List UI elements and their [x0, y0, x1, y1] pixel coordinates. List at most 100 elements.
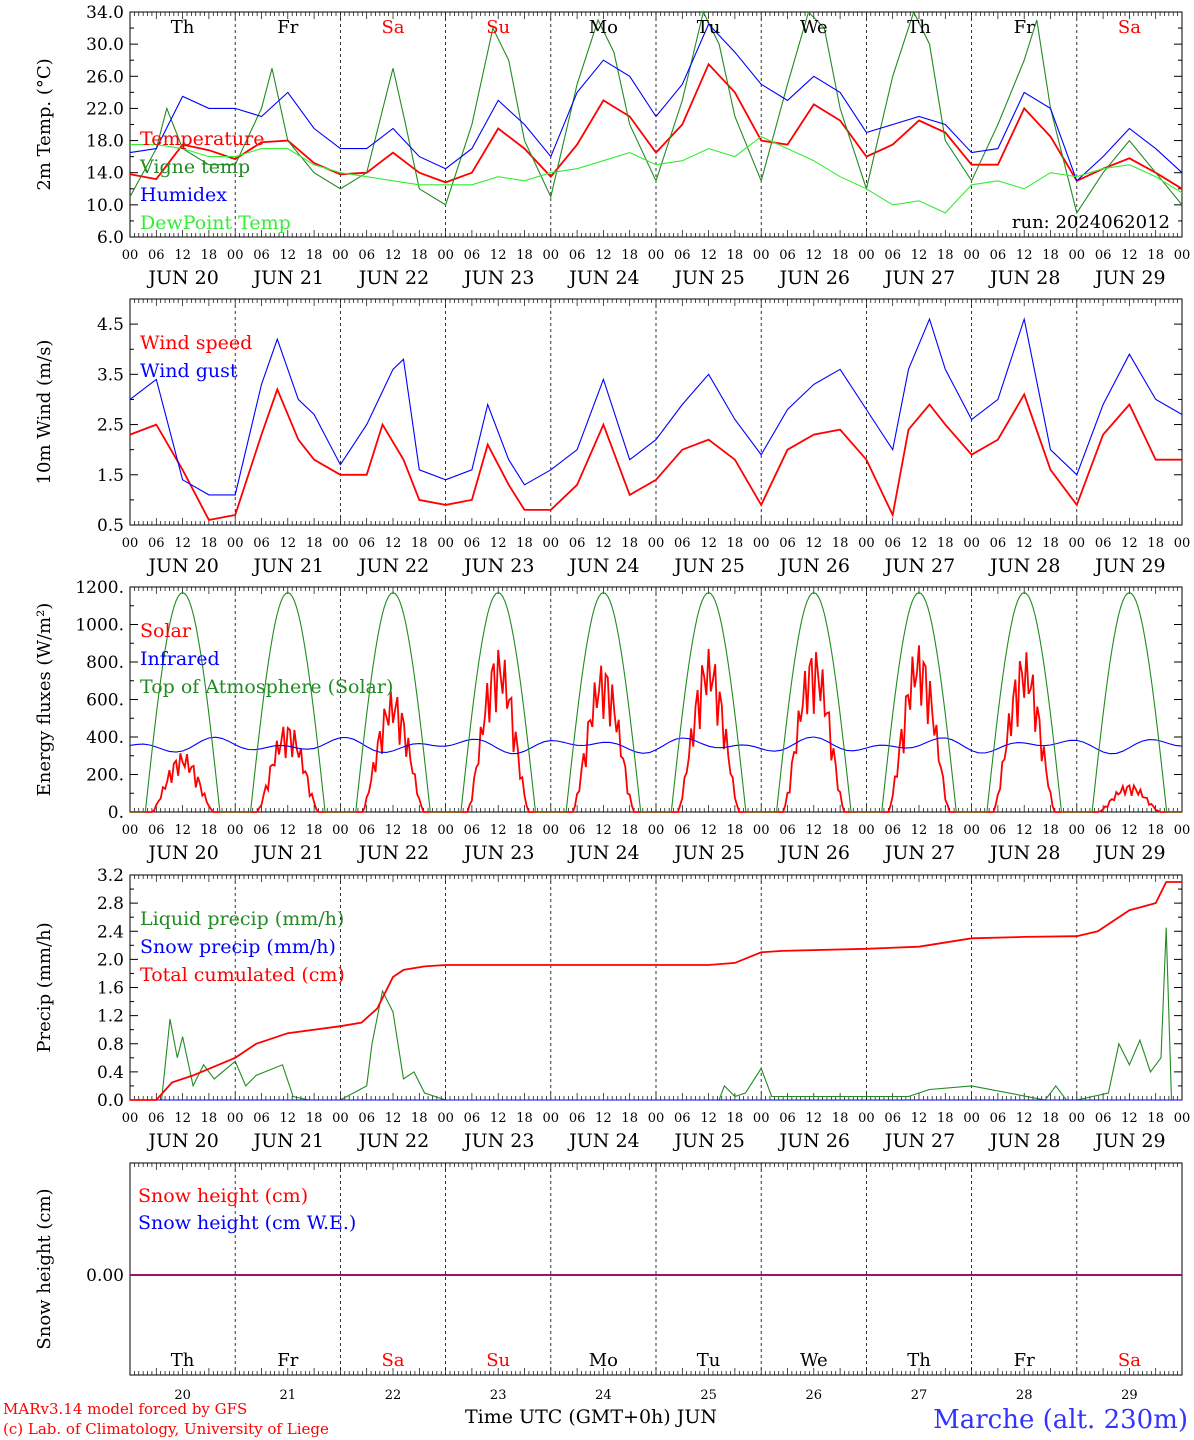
hour-tick-label: 00	[332, 1111, 349, 1126]
hour-tick-label: 06	[990, 248, 1007, 263]
date-label: JUN 25	[672, 1130, 744, 1152]
hour-tick-label: 00	[648, 536, 665, 551]
date-label: JUN 26	[778, 555, 850, 577]
y-tick-label: 26.0	[86, 67, 124, 87]
y-tick-label: 14.0	[86, 164, 124, 184]
hour-tick-label: 00	[1174, 1111, 1191, 1126]
date-label: JUN 20	[146, 267, 218, 289]
hour-tick-label: 18	[1042, 823, 1059, 838]
date-label: JUN 26	[778, 842, 850, 864]
credit-line-2: (c) Lab. of Climatology, University of L…	[3, 1420, 329, 1438]
hour-tick-label: 06	[884, 823, 901, 838]
weekday-label: Su	[486, 1350, 510, 1371]
date-label: JUN 21	[252, 555, 324, 577]
panel-2: 0.5 1.5 2.5 3.5 4.5 10m Wind (m/s) Wind speed W…	[34, 298, 1191, 577]
y-tick-label: 2.0	[97, 950, 124, 970]
hour-tick-label: 18	[727, 1111, 744, 1126]
date-label: JUN 21	[252, 267, 324, 289]
hour-tick-label: 12	[911, 248, 928, 263]
panel-frame	[129, 586, 1183, 813]
hour-tick-label: 06	[779, 823, 796, 838]
hour-tick-label: 18	[306, 1111, 323, 1126]
legend-entry: Total cumulated (cm)	[140, 964, 345, 986]
hour-tick-label: 18	[411, 823, 428, 838]
hour-tick-label: 00	[437, 536, 454, 551]
hour-tick-label: 06	[1095, 536, 1112, 551]
y-tick-label: 1.5	[97, 466, 124, 486]
hour-tick-label: 00	[963, 823, 980, 838]
weekday-label: Th	[907, 17, 931, 38]
series-group	[129, 316, 1183, 522]
hour-tick-label: 18	[832, 1111, 849, 1126]
weekday-label: Th	[907, 1350, 931, 1371]
weekday-label: Sa	[1118, 1350, 1141, 1371]
y-axis-label: Precip (mm/h)	[34, 922, 55, 1052]
y-axis-label: Snow height (cm)	[34, 1188, 55, 1349]
legend-entry: Wind speed	[140, 332, 252, 354]
panel-1: 6.0 10.0 14.0 18.0 22.0 26.0 30.0 34.0 2m Temp. …	[34, 3, 1190, 289]
date-label: JUN 21	[252, 1130, 324, 1152]
weekday-label: We	[800, 1350, 828, 1371]
hour-tick-label: 12	[280, 1111, 297, 1126]
date-label: JUN 26	[778, 267, 850, 289]
hour-tick-label: 06	[464, 1111, 481, 1126]
series-line-2	[130, 881, 1182, 1101]
hour-tick-label: 12	[911, 823, 928, 838]
y-tick-label: 22.0	[86, 99, 124, 119]
hour-tick-label: 06	[1095, 823, 1112, 838]
hour-tick-label: 18	[621, 536, 638, 551]
y-tick-label: 1.6	[97, 979, 124, 999]
hour-tick-label: 00	[1174, 248, 1191, 263]
day-number-label: 20	[174, 1388, 191, 1403]
hour-tick-label: 00	[963, 536, 980, 551]
day-number-label: 28	[1016, 1388, 1033, 1403]
hour-tick-label: 12	[595, 248, 612, 263]
y-tick-label: 0.	[108, 803, 124, 823]
hour-tick-label: 06	[148, 1111, 165, 1126]
hour-tick-label: 12	[1016, 1111, 1033, 1126]
y-tick-label: 1.2	[97, 1007, 124, 1027]
hour-tick-label: 12	[806, 1111, 823, 1126]
y-tick-label: 0.5	[97, 516, 124, 536]
plot-layers: 6.0 10.0 14.0 18.0 22.0 26.0 30.0 34.0 2m Temp. …	[34, 3, 1190, 1403]
hour-tick-label: 00	[227, 536, 244, 551]
legend-entry: Snow precip (mm/h)	[140, 936, 336, 958]
hour-tick-label: 06	[884, 1111, 901, 1126]
hour-tick-label: 00	[1174, 823, 1191, 838]
hour-tick-label: 00	[648, 1111, 665, 1126]
date-label: JUN 23	[462, 555, 534, 577]
credit-line-1: MARv3.14 model forced by GFS	[3, 1400, 247, 1418]
weekday-label: Tu	[697, 1350, 721, 1371]
series-group	[129, 591, 1183, 813]
hour-tick-label: 12	[385, 248, 402, 263]
hour-tick-label: 18	[832, 823, 849, 838]
hour-tick-label: 00	[1174, 536, 1191, 551]
date-label: JUN 21	[252, 842, 324, 864]
date-label: JUN 27	[883, 267, 955, 289]
series-group	[129, 10, 1183, 215]
hour-tick-label: 12	[700, 248, 717, 263]
weekday-label: Fr	[1014, 1350, 1035, 1371]
hour-tick-label: 00	[122, 1111, 139, 1126]
y-tick-label: 2.5	[97, 416, 124, 436]
hour-tick-label: 12	[280, 248, 297, 263]
date-label: JUN 28	[988, 1130, 1060, 1152]
y-tick-label: 600.	[86, 691, 124, 711]
hour-tick-label: 06	[148, 823, 165, 838]
date-label: JUN 28	[988, 842, 1060, 864]
y-tick-label: 1000.	[75, 616, 124, 636]
hour-tick-label: 06	[358, 536, 375, 551]
station-name: Marche (alt. 230m)	[933, 1405, 1188, 1435]
date-label: JUN 26	[778, 1130, 850, 1152]
y-tick-label: 3.2	[97, 866, 124, 886]
y-tick-label: 1200.	[75, 578, 124, 598]
hour-tick-label: 18	[1042, 248, 1059, 263]
weekday-label: Mo	[589, 1350, 618, 1371]
y-tick-label: 0.8	[97, 1035, 124, 1055]
hour-tick-label: 00	[332, 248, 349, 263]
y-tick-label: 18.0	[86, 132, 124, 152]
hour-tick-label: 12	[911, 536, 928, 551]
hour-tick-label: 18	[937, 248, 954, 263]
hour-tick-label: 18	[1147, 536, 1164, 551]
